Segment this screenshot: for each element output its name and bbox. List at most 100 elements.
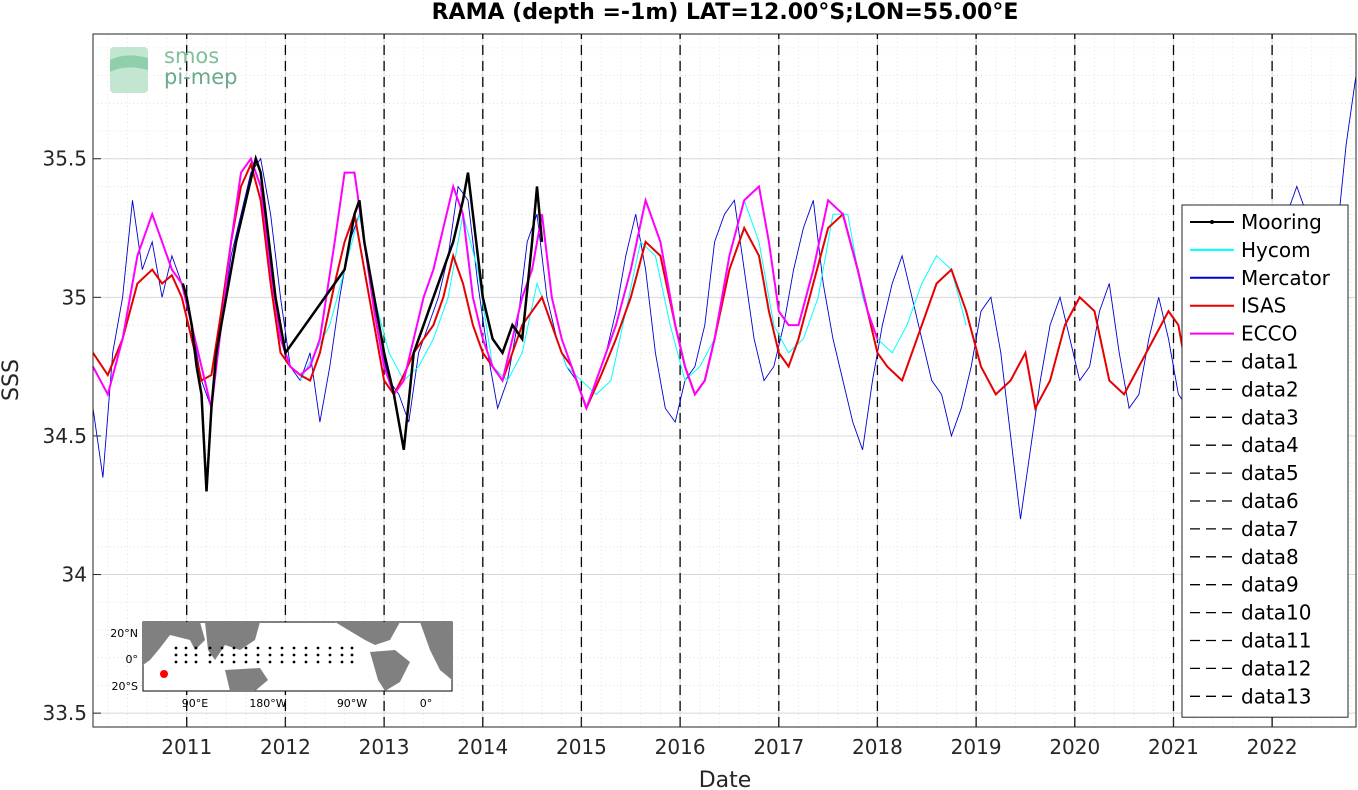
- inset-mooring-dot: [340, 653, 344, 657]
- inset-land-asia: [205, 622, 260, 660]
- y-tick-labels: 33.5 34 34.5 35 35.5: [42, 147, 101, 725]
- inset-mooring-dot: [256, 660, 260, 664]
- x-tick-labels: 2011 2012 2013 2014 2015 2016 2017 2018 2019 2020…: [161, 719, 1298, 759]
- inset-mooring-dot: [316, 646, 320, 650]
- legend-label: data7: [1241, 517, 1299, 541]
- inset-location-marker: [160, 670, 168, 678]
- inset-mooring-dot: [304, 653, 308, 657]
- inset-mooring-dot: [328, 653, 332, 657]
- inset-mooring-dot: [220, 653, 224, 657]
- logo-line2: pi-mep: [164, 65, 237, 89]
- inset-map: 20°N 0° 20°S 90°E 180°W 90°W 0°: [110, 621, 453, 710]
- x-tick-label: 2012: [260, 735, 311, 759]
- legend-label: Mercator: [1241, 266, 1331, 290]
- x-tick-label: 2020: [1049, 735, 1100, 759]
- inset-land-australia: [225, 668, 268, 691]
- legend-label: ECCO: [1241, 322, 1297, 346]
- inset-mooring-dot: [174, 653, 178, 657]
- inset-mooring-dot: [350, 646, 354, 650]
- inset-mooring-dot: [184, 653, 188, 657]
- inset-mooring-dot: [340, 660, 344, 664]
- series-line-ecco: [92, 156, 879, 412]
- inset-mooring-dot: [194, 660, 198, 664]
- inset-mooring-dot: [316, 660, 320, 664]
- inset-lon-label: 180°W: [249, 697, 286, 710]
- inset-land-north-america: [335, 622, 400, 645]
- inset-mooring-dot: [232, 646, 236, 650]
- x-axis-label: Date: [699, 768, 752, 790]
- x-tick-label: 2016: [655, 735, 706, 759]
- inset-mooring-dot: [208, 646, 212, 650]
- y-tick-label: 33.5: [42, 701, 87, 725]
- inset-mooring-dot: [268, 660, 272, 664]
- x-tick-label: 2019: [951, 735, 1002, 759]
- x-tick-label: 2017: [753, 735, 804, 759]
- legend-label: data11: [1241, 629, 1312, 653]
- legend-label: data5: [1241, 461, 1299, 485]
- legend-label: data6: [1241, 489, 1299, 513]
- legend-label: data1: [1241, 350, 1299, 374]
- inset-mooring-dot: [280, 660, 284, 664]
- inset-lat-label: 0°: [126, 653, 139, 666]
- x-tick-label: 2022: [1247, 735, 1298, 759]
- inset-mooring-dot: [268, 646, 272, 650]
- legend-label: ISAS: [1241, 294, 1286, 318]
- inset-mooring-dot: [292, 646, 296, 650]
- inset-land-africa: [143, 622, 205, 665]
- x-tick-label: 2014: [457, 735, 508, 759]
- inset-mooring-dot: [184, 646, 188, 650]
- series-layer: [92, 34, 1357, 727]
- legend-box: [1181, 204, 1349, 718]
- legend-label: Hycom: [1241, 238, 1311, 262]
- inset-lon-label: 90°E: [182, 697, 208, 710]
- inset-lat-label: 20°N: [110, 627, 138, 640]
- inset-lon-label: 90°W: [337, 697, 367, 710]
- legend-label: data2: [1241, 377, 1299, 401]
- inset-mooring-dot: [328, 646, 332, 650]
- legend-marker: [1210, 220, 1214, 224]
- series-line-mooring: [181, 154, 544, 492]
- inset-mooring-dot: [232, 653, 236, 657]
- inset-mooring-dot: [350, 653, 354, 657]
- chart-title: RAMA (depth =-1m) LAT=12.00°S;LON=55.00°…: [432, 0, 1019, 25]
- inset-mooring-dot: [194, 653, 198, 657]
- inset-mooring-dot: [174, 646, 178, 650]
- legend-label: data10: [1241, 601, 1312, 625]
- legend-label: data12: [1241, 656, 1312, 680]
- inset-mooring-dot: [208, 653, 212, 657]
- inset-mooring-dot: [304, 646, 308, 650]
- inset-land-south-america: [370, 650, 410, 691]
- y-tick-label: 35.5: [42, 147, 87, 171]
- inset-mooring-dot: [220, 660, 224, 664]
- inset-mooring-dot: [184, 660, 188, 664]
- x-tick-label: 2011: [161, 735, 212, 759]
- inset-mooring-dots: [174, 646, 354, 664]
- y-tick-label: 34.5: [42, 424, 87, 448]
- y-axis-label: SSS: [0, 359, 24, 401]
- inset-mooring-dot: [292, 660, 296, 664]
- inset-mooring-dot: [316, 653, 320, 657]
- legend-label: data4: [1241, 433, 1299, 457]
- inset-mooring-dot: [350, 660, 354, 664]
- y-tick-label: 35: [62, 285, 87, 309]
- legend: Mooring Hycom Mercator ISAS ECCO data1 data2 da…: [1181, 204, 1349, 718]
- inset-mooring-dot: [340, 646, 344, 650]
- inset-mooring-dot: [208, 660, 212, 664]
- inset-mooring-dot: [256, 653, 260, 657]
- inset-mooring-dot: [304, 660, 308, 664]
- inset-mooring-dot: [256, 646, 260, 650]
- inset-mooring-dot: [232, 660, 236, 664]
- inset-mooring-dot: [220, 646, 224, 650]
- inset-lon-label: 0°: [420, 697, 433, 710]
- logo-waves-icon: [110, 47, 148, 93]
- inset-lat-label: 20°S: [112, 680, 138, 693]
- inset-mooring-dot: [174, 660, 178, 664]
- inset-mooring-dot: [280, 653, 284, 657]
- x-tick-label: 2013: [359, 735, 410, 759]
- inset-mooring-dot: [328, 660, 332, 664]
- legend-label: data8: [1241, 545, 1299, 569]
- axes-frame: [92, 33, 1357, 728]
- inset-mooring-dot: [194, 646, 198, 650]
- inset-mooring-dot: [244, 653, 248, 657]
